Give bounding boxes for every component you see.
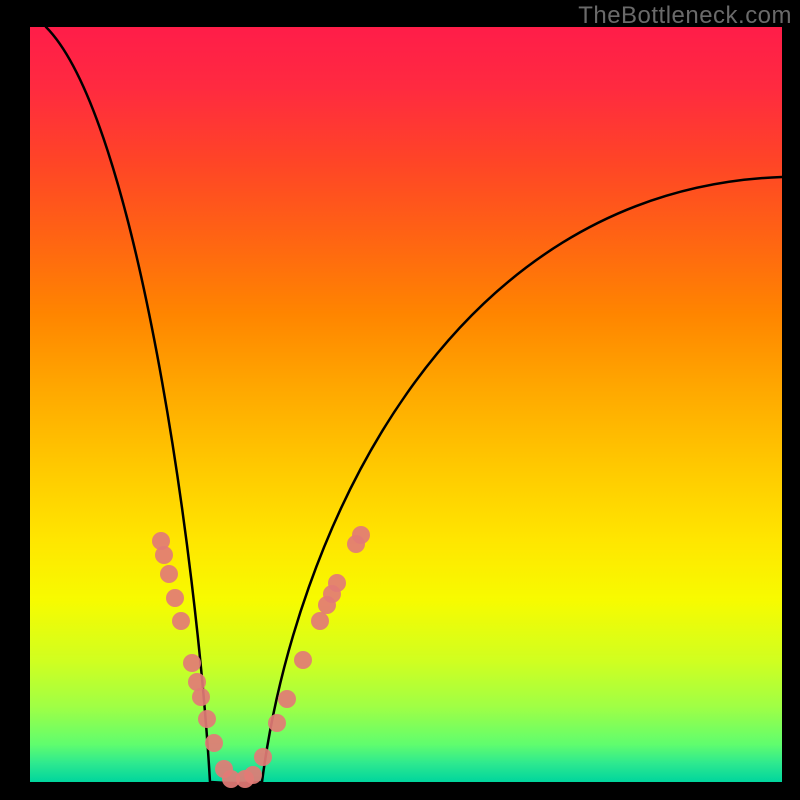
bottleneck-chart — [0, 0, 800, 800]
marker-point — [192, 688, 210, 706]
marker-point — [244, 766, 262, 784]
marker-point — [205, 734, 223, 752]
marker-point — [352, 526, 370, 544]
marker-point — [328, 574, 346, 592]
marker-point — [172, 612, 190, 630]
marker-point — [254, 748, 272, 766]
marker-point — [294, 651, 312, 669]
marker-point — [311, 612, 329, 630]
watermark-text: TheBottleneck.com — [578, 2, 792, 30]
marker-point — [155, 546, 173, 564]
marker-point — [166, 589, 184, 607]
marker-point — [278, 690, 296, 708]
marker-point — [183, 654, 201, 672]
chart-container: TheBottleneck.com — [0, 0, 800, 800]
marker-point — [268, 714, 286, 732]
marker-point — [198, 710, 216, 728]
marker-point — [160, 565, 178, 583]
plot-background — [30, 27, 782, 782]
